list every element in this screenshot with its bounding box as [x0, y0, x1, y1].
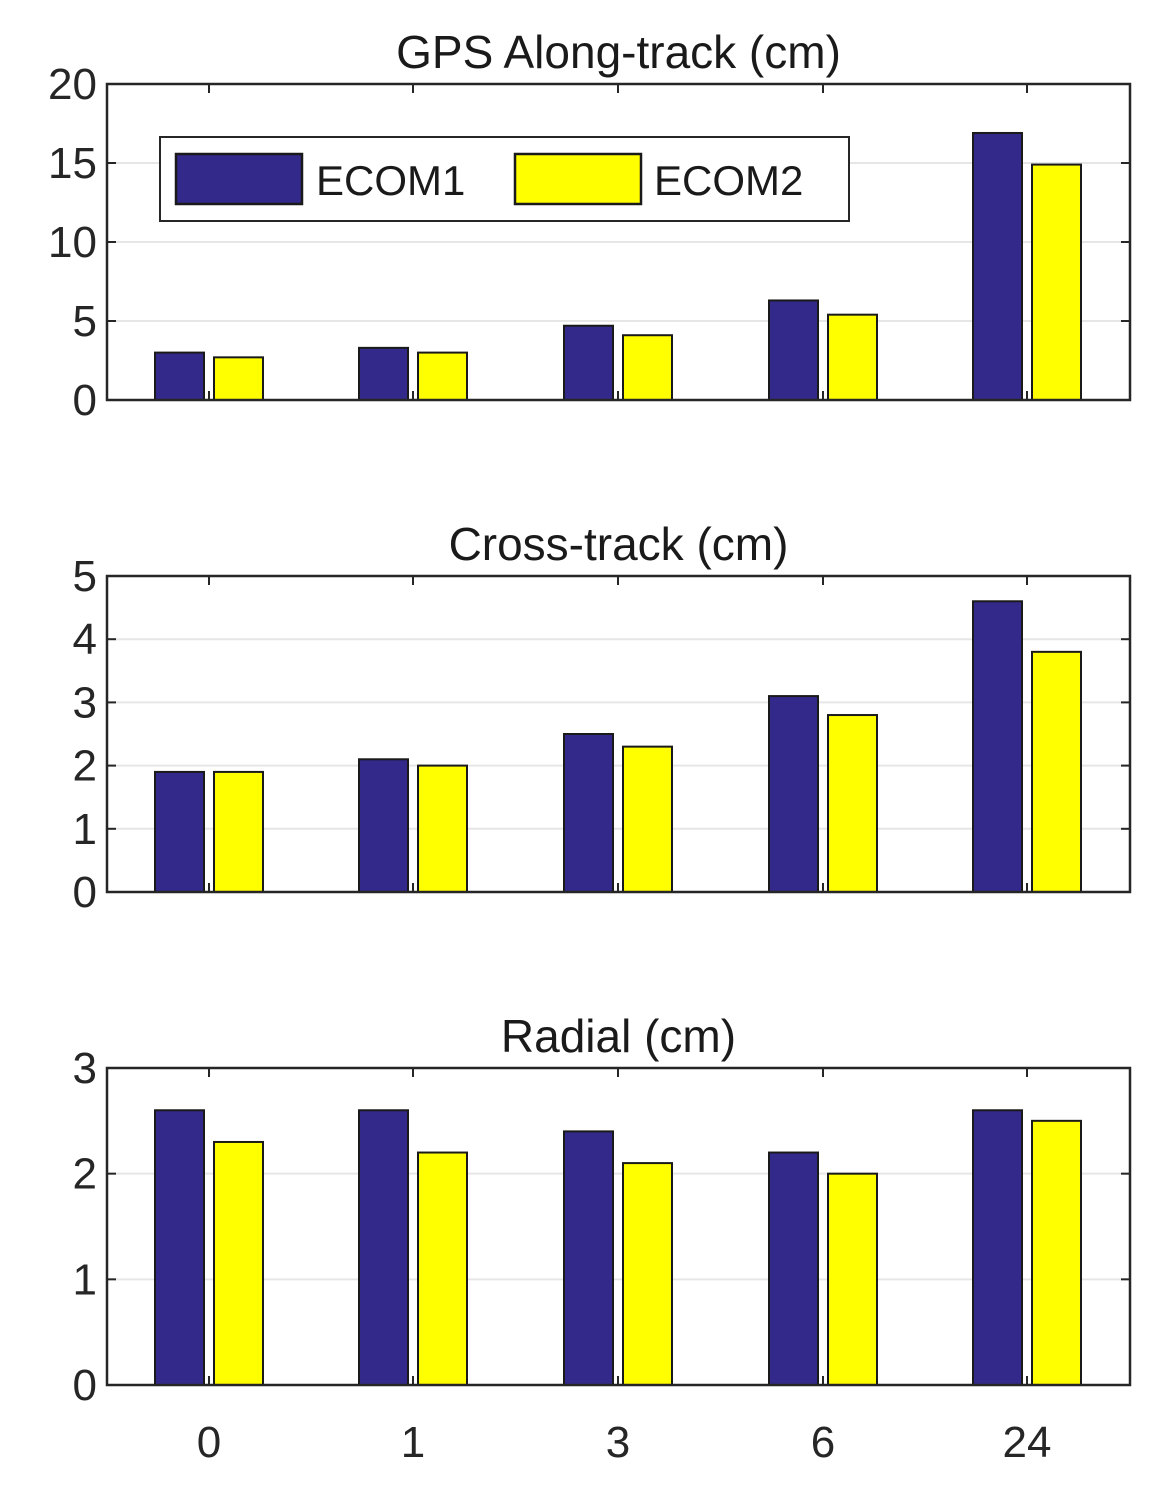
- bar-ecom1-3: [563, 324, 614, 401]
- y-tick-label: 4: [73, 615, 97, 664]
- y-tick-label: 0: [73, 376, 97, 425]
- y-tick-label: 1: [73, 805, 97, 854]
- legend-swatch-ecom2: [513, 152, 643, 206]
- x-tick-label: 24: [1003, 1418, 1052, 1467]
- legend-swatch-ecom1: [174, 152, 304, 206]
- bar-ecom2-24: [1031, 1119, 1082, 1387]
- legend-label-ecom2: ECOM2: [654, 157, 803, 204]
- bar-ecom1-6: [768, 299, 819, 401]
- bar-ecom2-3: [622, 745, 673, 894]
- bar-ecom2-24: [1031, 650, 1082, 894]
- bar-ecom1-3: [563, 1130, 614, 1387]
- bar-ecom2-1: [417, 1151, 468, 1386]
- bar-ecom2-6: [827, 1172, 878, 1386]
- y-tick-label: 1: [73, 1255, 97, 1304]
- chart-panel-1: 0 1 2 3 4 5 Cross-track (cm): [73, 518, 1132, 917]
- chart-title: Radial (cm): [501, 1010, 736, 1062]
- bar-ecom2-6: [827, 313, 878, 401]
- bar-ecom1-0: [154, 770, 205, 893]
- legend: ECOM1 ECOM2: [159, 136, 850, 222]
- chart-panel-2: 0 1 2 3 0 1 3 6 24 Radial (cm): [73, 1010, 1132, 1467]
- x-tick-label: 6: [811, 1418, 835, 1467]
- bar-ecom2-6: [827, 714, 878, 893]
- bar-ecom1-1: [358, 346, 409, 401]
- y-tick-label: 2: [73, 742, 97, 791]
- bar-ecom1-24: [972, 1109, 1023, 1387]
- bar-ecom2-0: [213, 770, 264, 893]
- bar-ecom1-24: [972, 600, 1023, 894]
- y-tick-label: 2: [73, 1150, 97, 1199]
- y-tick-label: 0: [73, 1361, 97, 1410]
- y-tick-label: 5: [73, 552, 97, 601]
- bar-ecom2-3: [622, 334, 673, 401]
- y-tick-label: 0: [73, 868, 97, 917]
- bar-ecom2-1: [417, 764, 468, 893]
- bar-ecom1-24: [972, 131, 1023, 401]
- chart-title: GPS Along-track (cm): [396, 26, 841, 78]
- bar-ecom1-3: [563, 733, 614, 893]
- y-tick-label: 3: [73, 678, 97, 727]
- bar-ecom1-0: [154, 1109, 205, 1387]
- bar-ecom1-1: [358, 1109, 409, 1387]
- bar-ecom1-6: [768, 695, 819, 894]
- bar-ecom1-6: [768, 1151, 819, 1386]
- bar-ecom2-24: [1031, 163, 1082, 401]
- bar-ecom2-0: [213, 356, 264, 401]
- y-tick-label: 10: [48, 218, 97, 267]
- chart-panel-0: 0 5 10 15 20 GPS Along-track (cm) ECOM1 ECOM2: [48, 26, 1132, 425]
- y-tick-label: 15: [48, 139, 97, 188]
- bar-ecom2-3: [622, 1162, 673, 1386]
- y-tick-label: 5: [73, 297, 97, 346]
- legend-label-ecom1: ECOM1: [316, 157, 465, 204]
- y-tick-label: 20: [48, 60, 97, 109]
- bar-ecom1-1: [358, 758, 409, 894]
- chart-title: Cross-track (cm): [449, 518, 789, 570]
- y-tick-label: 3: [73, 1044, 97, 1093]
- x-tick-label: 0: [197, 1418, 221, 1467]
- x-tick-label: 3: [606, 1418, 630, 1467]
- bar-ecom1-0: [154, 351, 205, 402]
- bar-ecom2-0: [213, 1140, 264, 1387]
- x-tick-label: 1: [401, 1418, 425, 1467]
- bar-ecom2-1: [417, 351, 468, 402]
